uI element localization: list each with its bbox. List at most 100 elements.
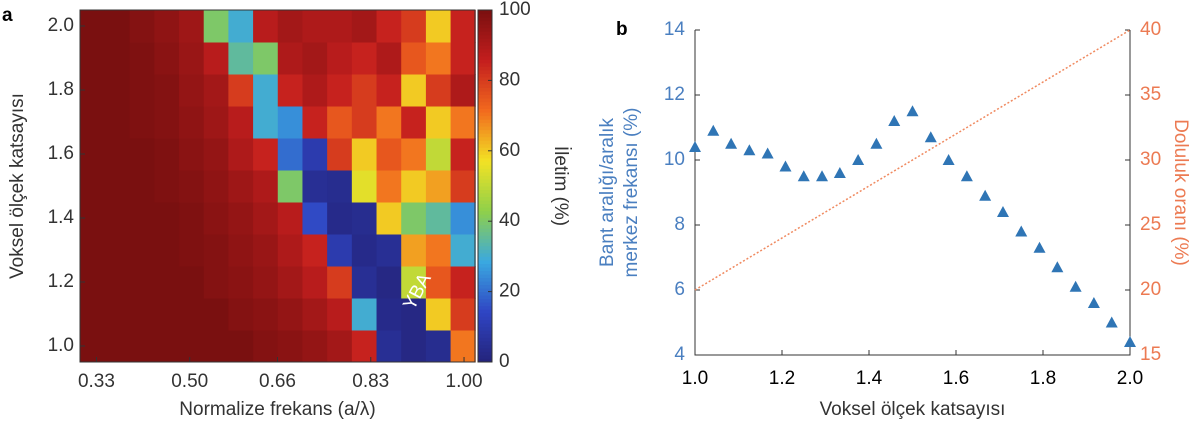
colorbar-segment [478, 312, 492, 317]
colorbar-segment [478, 203, 492, 208]
colorbar-segment [478, 319, 492, 324]
y2-tick-label: 35 [1140, 84, 1161, 105]
triangle-marker [779, 160, 792, 172]
heatmap-cell [154, 42, 180, 75]
triangle-marker [689, 141, 701, 152]
colorbar-segment [478, 76, 492, 81]
heatmap-cell [450, 138, 476, 171]
triangle-marker [996, 206, 1009, 217]
heatmap-cell [302, 170, 328, 203]
heatmap-cell [228, 10, 254, 43]
colorbar-segment [478, 274, 492, 279]
y-tick-label: 10 [664, 149, 685, 170]
colorbar-segment [478, 41, 492, 46]
colorbar-tick-label: 20 [499, 281, 520, 302]
heatmap-cell [327, 298, 353, 331]
heatmap-cell [376, 298, 402, 331]
colorbar-segment [478, 98, 492, 103]
colorbar-segment [478, 224, 492, 229]
colorbar-label: İletim (%) [550, 146, 571, 226]
colorbar-segment [478, 122, 492, 127]
x-tick-label: 2.0 [1117, 368, 1143, 389]
y-axis-label: Voksel ölçek katsayısı [7, 93, 28, 279]
colorbar-segment [478, 87, 492, 92]
heatmap-cell [327, 106, 353, 139]
heatmap-cell [401, 138, 427, 171]
colorbar-segment [478, 242, 492, 247]
heatmap-cell [302, 202, 328, 235]
heatmap-cell [277, 106, 303, 139]
colorbar-segment [478, 252, 492, 257]
x-tick-label: 0.33 [78, 371, 115, 392]
heatmap-cell [401, 234, 427, 267]
colorbar-segment [478, 178, 492, 183]
heatmap-cell [154, 266, 180, 299]
colorbar-segment [478, 354, 492, 359]
heatmap-cell [203, 10, 229, 43]
y2-tick-label: 20 [1140, 279, 1161, 300]
heatmap-cell [302, 106, 328, 139]
heatmap-cell [129, 170, 155, 203]
heatmap-cell [425, 74, 452, 107]
colorbar-segment [478, 302, 492, 307]
colorbar-segment [478, 266, 492, 271]
heatmap-cell [154, 106, 180, 139]
colorbar-tick-label: 60 [499, 140, 520, 161]
colorbar-segment [478, 150, 492, 155]
colorbar-segment [478, 129, 492, 134]
heatmap-cell [425, 234, 452, 267]
heatmap-cell [277, 170, 303, 203]
heatmap-cell [203, 74, 229, 107]
heatmap-cell [228, 330, 254, 363]
triangle-marker [797, 170, 810, 182]
colorbar-segment [478, 214, 492, 219]
colorbar-segment [478, 358, 492, 363]
heatmap-cell [253, 298, 279, 331]
heatmap-cell [351, 202, 378, 235]
heatmap-cell [277, 234, 303, 267]
heatmap-cell [401, 170, 427, 203]
heatmap-cell [376, 234, 402, 267]
x-axis-label: Normalize frekans (a/λ) [179, 399, 375, 420]
triangle-marker [816, 170, 829, 182]
x-tick-label: 0.83 [352, 371, 389, 392]
colorbar-segment [478, 231, 492, 236]
heatmap-cell [203, 106, 229, 139]
triangle-marker [1033, 241, 1046, 253]
heatmap-cell [425, 298, 452, 331]
colorbar-segment [478, 277, 492, 282]
heatmap-cell [376, 10, 402, 43]
y-tick-label: 8 [674, 214, 685, 235]
colorbar-segment [478, 34, 492, 39]
colorbar-segment [478, 259, 492, 264]
x-axis-label: Voksel ölçek katsayısı [820, 399, 1006, 420]
colorbar-segment [478, 333, 492, 338]
heatmap-cell [104, 170, 131, 203]
colorbar-segment [478, 347, 492, 352]
heatmap-cell [450, 106, 476, 139]
heatmap-cell [376, 170, 402, 203]
triangle-marker [942, 154, 955, 165]
heatmap-cell [228, 106, 254, 139]
heatmap-cell [203, 170, 229, 203]
heatmap-cell [253, 106, 279, 139]
heatmap-cell [302, 330, 328, 363]
heatmap-cell [327, 10, 353, 43]
heatmap-cell [277, 74, 303, 107]
heatmap-cell [203, 138, 229, 171]
colorbar-segment [478, 182, 492, 187]
heatmap-cell [450, 74, 476, 107]
heatmap-cell [253, 266, 279, 299]
heatmap-cell [277, 330, 303, 363]
heatmap-cell [253, 330, 279, 363]
heatmap-cell [179, 138, 205, 171]
heatmap-cell [80, 106, 106, 139]
heatmap-cell [154, 202, 180, 235]
heatmap-cell [203, 202, 229, 235]
heatmap-cell [228, 138, 254, 171]
heatmap-cell [179, 202, 205, 235]
heatmap-cell [253, 170, 279, 203]
colorbar-segment [478, 171, 492, 176]
colorbar-segment [478, 59, 492, 64]
heatmap-cell [228, 170, 254, 203]
